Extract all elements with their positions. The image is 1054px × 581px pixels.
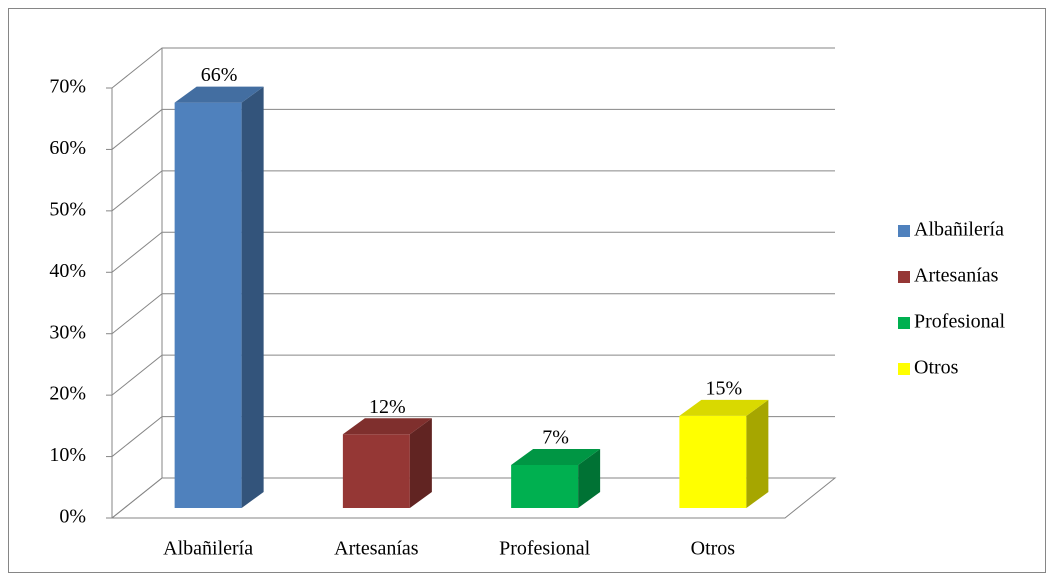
grid-line [111, 354, 835, 396]
bar-side [409, 418, 432, 508]
x-tick-label: Profesional [499, 538, 591, 560]
bar-front [679, 415, 747, 508]
bar-top [511, 449, 601, 465]
bar-front [511, 465, 579, 508]
grid-line [111, 231, 835, 273]
data-label: 12% [369, 396, 406, 418]
y-tick-label: 40% [49, 260, 86, 282]
x-tick-label: Albañilería [163, 538, 253, 560]
bar-side [241, 86, 264, 509]
data-label: 66% [201, 64, 238, 86]
grid-line [111, 170, 835, 212]
grid-line [111, 108, 835, 150]
x-tick-label: Artesanías [334, 538, 419, 560]
bar-front [174, 102, 242, 509]
legend-label: Profesional [914, 311, 1006, 333]
bar-top [174, 86, 264, 103]
bar [679, 399, 769, 508]
y-tick-label: 60% [49, 137, 86, 159]
x-tick-label: Otros [691, 538, 736, 560]
legend-label: Albañilería [914, 219, 1004, 241]
y-tick-label: 20% [49, 383, 86, 405]
bar-top [342, 418, 432, 435]
bar [174, 86, 264, 509]
bar-side [746, 399, 769, 508]
grid-line [111, 293, 835, 335]
grid-line [111, 416, 835, 457]
y-tick-label: 0% [59, 506, 86, 528]
data-label: 15% [706, 377, 743, 399]
grid-line [111, 47, 835, 89]
bar [511, 449, 601, 508]
bar-top [679, 399, 769, 416]
legend-swatch [898, 271, 910, 283]
legend-label: Otros [914, 357, 959, 379]
bar [342, 418, 432, 508]
bar-side [578, 449, 601, 508]
legend-swatch [898, 363, 910, 375]
legend-swatch [898, 317, 910, 329]
y-tick-label: 50% [49, 198, 86, 220]
legend-swatch [898, 225, 910, 237]
data-label: 7% [542, 427, 569, 449]
legend-label: Artesanías [914, 265, 999, 287]
y-tick-label: 10% [49, 444, 86, 466]
grid-line [111, 477, 835, 519]
bar-front [342, 434, 410, 508]
y-tick-label: 30% [49, 321, 86, 343]
y-tick-label: 70% [49, 76, 86, 98]
